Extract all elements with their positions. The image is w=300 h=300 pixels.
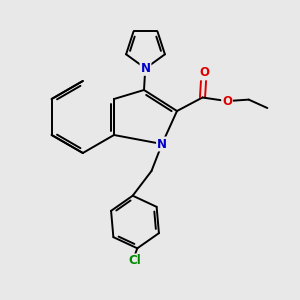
- Text: O: O: [222, 94, 232, 108]
- Text: N: N: [140, 62, 151, 75]
- Text: O: O: [199, 66, 209, 80]
- Text: Cl: Cl: [128, 254, 141, 267]
- Text: N: N: [157, 137, 167, 151]
